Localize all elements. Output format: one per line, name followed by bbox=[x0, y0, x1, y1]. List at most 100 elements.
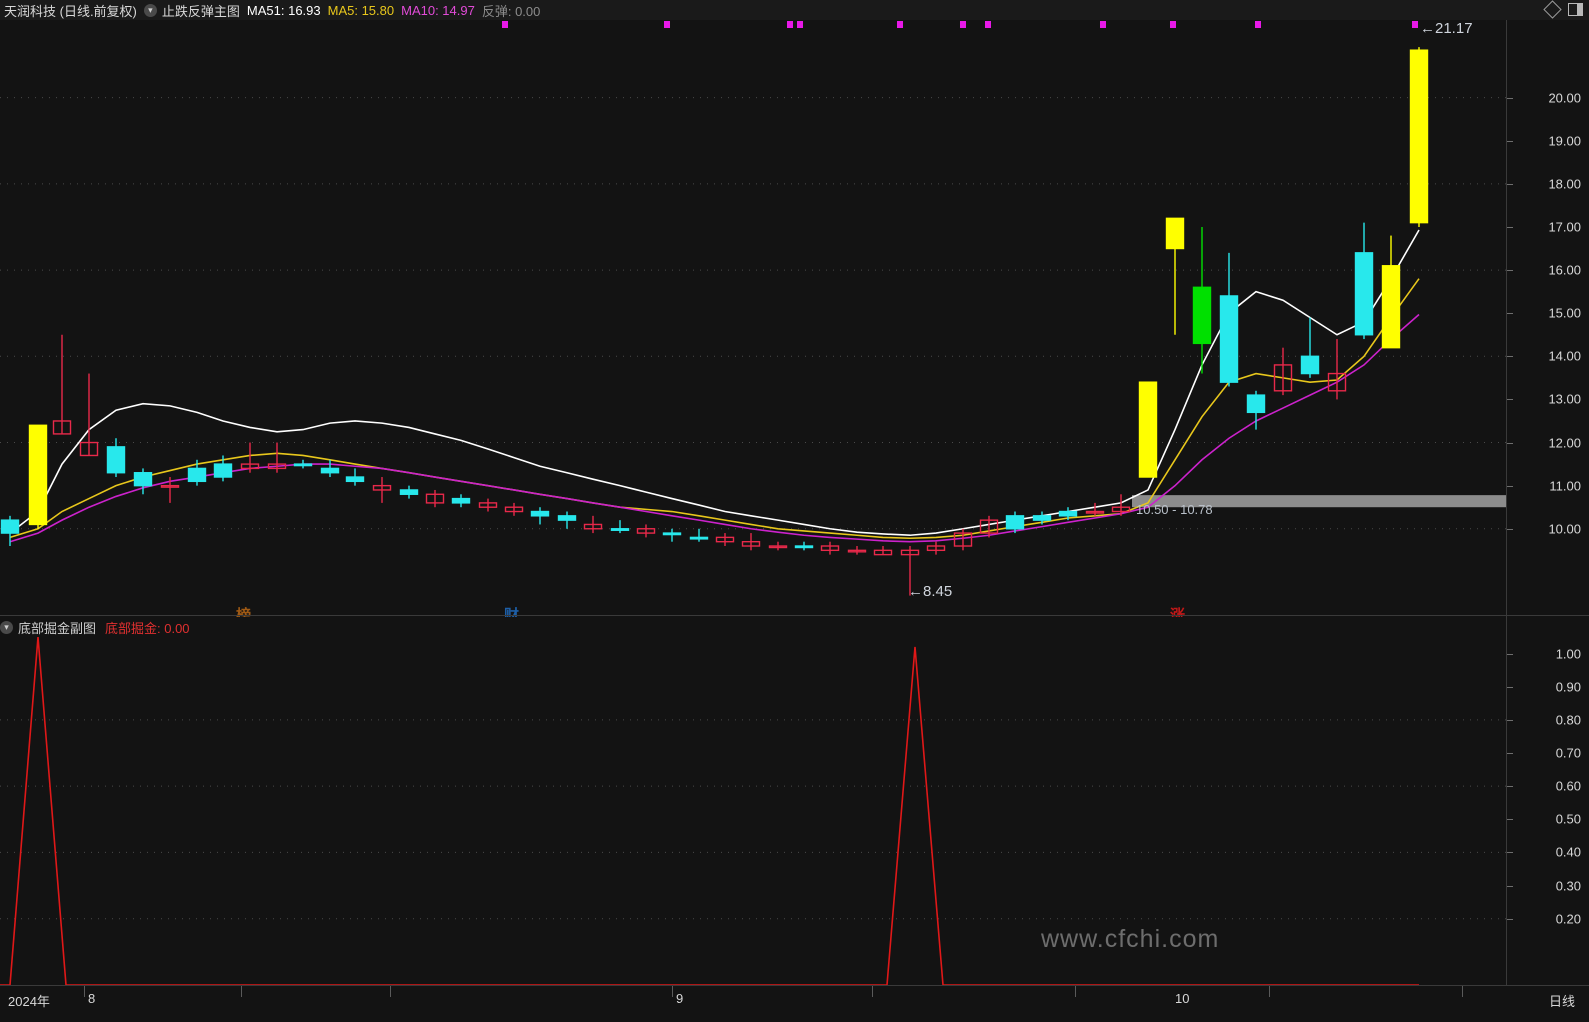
diamond-icon[interactable] bbox=[1543, 0, 1562, 19]
candlestick[interactable] bbox=[240, 442, 260, 473]
candlestick[interactable] bbox=[320, 459, 340, 478]
sub-axis-tickmark bbox=[1507, 918, 1513, 920]
signal-marker bbox=[897, 21, 903, 28]
candlestick[interactable] bbox=[900, 546, 920, 596]
sub-indicator-panel[interactable] bbox=[0, 637, 1506, 985]
sub-axis-tickmark bbox=[1507, 819, 1513, 821]
candlestick[interactable] bbox=[267, 442, 287, 473]
sub-axis-tick: 0.40 bbox=[1555, 844, 1581, 860]
sub-axis-tick: 0.60 bbox=[1555, 778, 1581, 794]
signal-marker bbox=[797, 21, 803, 28]
date-axis-separator bbox=[1462, 986, 1463, 997]
candlestick[interactable] bbox=[583, 515, 603, 534]
candlestick[interactable] bbox=[79, 373, 99, 457]
price-axis-tickmark bbox=[1507, 528, 1513, 530]
candlestick[interactable] bbox=[741, 533, 761, 551]
sub-axis-tickmark bbox=[1507, 686, 1513, 688]
candlestick[interactable] bbox=[689, 528, 709, 542]
candlestick[interactable] bbox=[293, 459, 313, 469]
candlestick[interactable] bbox=[1246, 390, 1266, 430]
candlestick[interactable] bbox=[106, 438, 126, 478]
candlestick[interactable] bbox=[979, 515, 999, 538]
chart-watermark-char: 榜 bbox=[236, 606, 252, 617]
candlestick[interactable] bbox=[1300, 317, 1320, 378]
candlestick[interactable] bbox=[1354, 222, 1374, 340]
candlestick[interactable] bbox=[557, 511, 577, 529]
price-axis-tick: 20.00 bbox=[1548, 90, 1581, 106]
sub-axis-tick: 0.70 bbox=[1555, 745, 1581, 761]
candlestick[interactable] bbox=[345, 468, 365, 486]
date-axis-separator bbox=[1075, 986, 1076, 997]
candlestick[interactable] bbox=[1409, 47, 1429, 227]
candlestick[interactable] bbox=[715, 533, 735, 547]
chevron-down-icon[interactable]: ▾ bbox=[143, 3, 157, 17]
candlestick[interactable] bbox=[847, 546, 867, 555]
signal-marker bbox=[1170, 21, 1176, 28]
candlestick[interactable] bbox=[873, 546, 893, 556]
candlestick[interactable] bbox=[1032, 511, 1052, 525]
stock-name-label[interactable]: 天润科技 (日线.前复权) bbox=[4, 3, 137, 19]
panel-toggle-icon[interactable] bbox=[1568, 3, 1583, 16]
price-axis-divider bbox=[1506, 20, 1507, 985]
candlestick[interactable] bbox=[187, 459, 207, 486]
candlestick[interactable] bbox=[530, 507, 550, 525]
sub-axis-tick: 1.00 bbox=[1555, 646, 1581, 662]
candlestick[interactable] bbox=[425, 489, 445, 508]
candlestick[interactable] bbox=[1165, 217, 1185, 335]
ma-line-ma10 bbox=[9, 313, 1420, 543]
candlestick[interactable] bbox=[662, 528, 682, 542]
candlestick[interactable] bbox=[372, 477, 392, 503]
candlestick[interactable] bbox=[636, 524, 656, 538]
candlestick[interactable] bbox=[1327, 339, 1347, 400]
price-axis-tickmark bbox=[1507, 399, 1513, 401]
candlestick[interactable] bbox=[1138, 381, 1158, 478]
period-label[interactable]: 日线 bbox=[1548, 994, 1575, 1009]
price-chart-panel[interactable] bbox=[0, 20, 1506, 615]
candlestick[interactable] bbox=[52, 334, 72, 435]
candlestick[interactable] bbox=[478, 498, 498, 512]
candlestick[interactable] bbox=[1381, 235, 1401, 349]
candlestick[interactable] bbox=[399, 485, 419, 499]
candlestick[interactable] bbox=[451, 494, 471, 508]
candlestick[interactable] bbox=[133, 468, 153, 495]
date-axis-label: 2024年 bbox=[8, 994, 50, 1009]
sub-axis-tickmark bbox=[1507, 753, 1513, 754]
candlestick[interactable] bbox=[0, 515, 20, 547]
date-axis[interactable]: 日线 2024年 8 9 10 bbox=[0, 986, 1589, 1022]
sub-axis-tick: 0.30 bbox=[1555, 878, 1581, 894]
candlestick[interactable] bbox=[1111, 494, 1131, 516]
candlestick[interactable] bbox=[504, 502, 524, 516]
candlestick[interactable] bbox=[1085, 502, 1105, 516]
price-axis-tick: 19.00 bbox=[1548, 133, 1581, 149]
support-band-label: 10.50 - 10.78 bbox=[1136, 502, 1213, 517]
candlestick[interactable] bbox=[610, 520, 630, 534]
site-watermark: www.cfchi.com bbox=[1041, 925, 1220, 953]
signal-marker bbox=[985, 21, 991, 28]
sub-axis-tick: 0.80 bbox=[1555, 712, 1581, 728]
candlestick[interactable] bbox=[926, 541, 946, 555]
sub-chart-canvas bbox=[0, 637, 1506, 985]
candlestick[interactable] bbox=[1273, 347, 1293, 396]
chart-watermark-char: 涨 bbox=[1170, 606, 1186, 617]
ma-line-ma51 bbox=[9, 229, 1420, 537]
price-axis-tickmark bbox=[1507, 356, 1513, 358]
price-axis-tickmark bbox=[1507, 140, 1513, 142]
candlestick[interactable] bbox=[794, 541, 814, 551]
price-chart-canvas bbox=[0, 20, 1506, 615]
price-axis-tick: 14.00 bbox=[1548, 348, 1581, 364]
candlestick[interactable] bbox=[1192, 226, 1212, 374]
candlestick[interactable] bbox=[1219, 252, 1239, 387]
candlestick[interactable] bbox=[820, 541, 840, 555]
candlestick[interactable] bbox=[953, 528, 973, 551]
candlestick[interactable] bbox=[1058, 507, 1078, 521]
candlestick[interactable] bbox=[160, 477, 180, 503]
signal-marker bbox=[1100, 21, 1106, 28]
date-axis-separator bbox=[84, 986, 85, 997]
candlestick[interactable] bbox=[28, 424, 48, 529]
sub-chevron-down-icon[interactable]: ▾ bbox=[0, 620, 13, 634]
price-axis-tick: 13.00 bbox=[1548, 391, 1581, 407]
candlestick[interactable] bbox=[213, 455, 233, 482]
candlestick[interactable] bbox=[1005, 511, 1025, 534]
candlestick[interactable] bbox=[768, 541, 788, 551]
rebound-value-label: 反弹: 0.00 bbox=[481, 3, 541, 19]
